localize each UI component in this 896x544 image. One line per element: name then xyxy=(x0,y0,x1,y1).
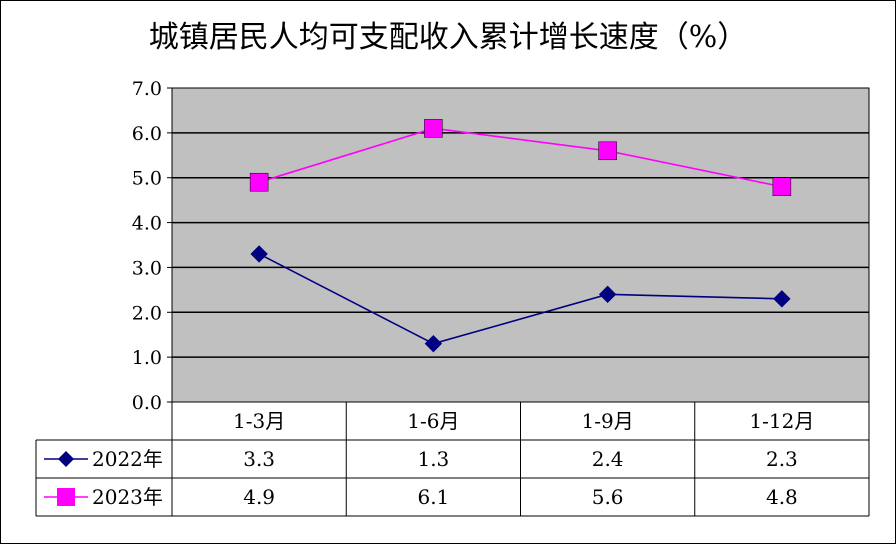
data-label: 5.6 xyxy=(592,485,624,509)
category-label: 1-6月 xyxy=(407,409,459,433)
y-tick-label: 2.0 xyxy=(132,302,162,324)
data-label: 1.3 xyxy=(417,447,449,471)
data-point xyxy=(424,119,443,138)
y-axis: 0.0 1.0 2.0 3.0 4.0 5.0 6.0 7.0 xyxy=(132,78,172,414)
data-label: 6.1 xyxy=(417,485,449,509)
data-point xyxy=(424,334,443,353)
y-tick-label: 6.0 xyxy=(132,123,162,145)
y-tick-label: 0.0 xyxy=(132,392,162,414)
data-label: 4.9 xyxy=(243,485,275,509)
data-table: 1-3月 1-6月 1-9月 1-12月 2022年 3.3 1.3 2.4 2.3 2023年 4… xyxy=(35,401,870,517)
series-line-1 xyxy=(258,253,782,345)
data-point xyxy=(249,172,269,192)
legend-marker xyxy=(58,451,74,467)
series-line-2 xyxy=(258,127,783,188)
data-point xyxy=(773,290,791,308)
y-tick-label: 4.0 xyxy=(132,213,162,235)
legend-entry: 2023年 xyxy=(92,485,163,509)
legend-marker xyxy=(57,488,75,506)
data-label: 2.4 xyxy=(592,447,624,471)
y-tick-label: 1.0 xyxy=(132,347,162,369)
series-layer xyxy=(249,119,792,353)
category-label: 1-9月 xyxy=(582,409,634,433)
y-tick-label: 5.0 xyxy=(132,168,162,190)
data-point xyxy=(598,141,617,161)
data-point xyxy=(772,177,792,196)
gridlines xyxy=(172,132,869,358)
data-label: 4.8 xyxy=(766,485,798,509)
category-label: 1-12月 xyxy=(749,409,814,433)
data-point xyxy=(598,285,617,304)
data-point xyxy=(250,245,268,263)
y-tick-label: 3.0 xyxy=(132,257,162,279)
chart-title: 城镇居民人均可支配收入累计增长速度（%） xyxy=(149,20,748,55)
data-label: 2.3 xyxy=(766,447,798,471)
data-label: 3.3 xyxy=(243,447,275,471)
legend-entry: 2022年 xyxy=(92,447,163,471)
y-tick-label: 7.0 xyxy=(132,78,162,100)
plot-area xyxy=(171,87,870,403)
category-label: 1-3月 xyxy=(233,409,285,433)
